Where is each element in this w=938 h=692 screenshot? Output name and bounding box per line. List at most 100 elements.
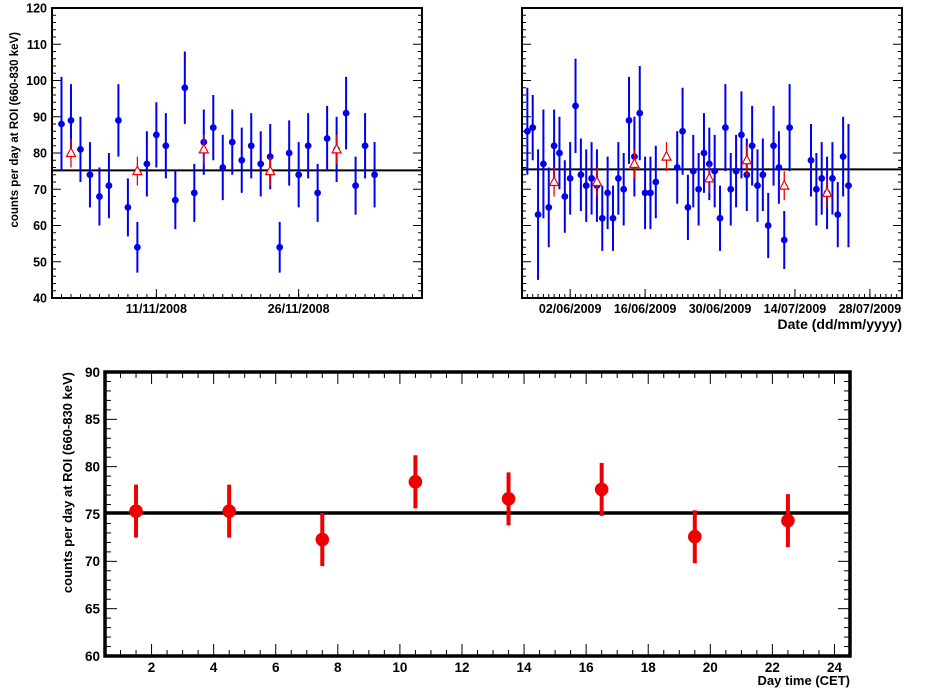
data-point bbox=[818, 174, 826, 182]
data-point bbox=[834, 211, 842, 219]
x-tick-label: 14 bbox=[517, 660, 533, 675]
y-tick-label: 80 bbox=[85, 460, 100, 475]
data-point bbox=[845, 182, 852, 190]
x-tick-label: 2 bbox=[148, 660, 156, 675]
data-point-triangle bbox=[821, 186, 833, 197]
data-point bbox=[786, 124, 794, 132]
data-point bbox=[143, 160, 151, 168]
data-point bbox=[807, 156, 815, 164]
data-point bbox=[647, 189, 654, 197]
data-point bbox=[780, 236, 788, 244]
x-tick-label: 6 bbox=[272, 660, 280, 675]
data-point bbox=[133, 243, 141, 251]
data-point bbox=[839, 153, 847, 161]
data-point bbox=[529, 124, 537, 132]
data-point bbox=[219, 164, 227, 171]
data-point bbox=[588, 174, 595, 182]
data-point bbox=[209, 124, 217, 132]
data-point bbox=[812, 185, 820, 193]
data-point bbox=[577, 171, 585, 179]
data-point bbox=[323, 135, 331, 142]
data-point bbox=[352, 182, 359, 190]
x-tick-label: 24 bbox=[827, 660, 843, 675]
data-point bbox=[257, 160, 265, 168]
y-tick-label: 75 bbox=[85, 507, 101, 522]
data-point-triangle bbox=[741, 153, 753, 165]
y-tick-label: 90 bbox=[33, 110, 47, 124]
data-point bbox=[829, 174, 836, 182]
data-point bbox=[673, 164, 681, 171]
plot-frame bbox=[51, 7, 423, 299]
y-axis-label: counts per day at ROI (660-830 keV) bbox=[9, 32, 21, 228]
data-point bbox=[545, 203, 553, 211]
y-tick-label: 60 bbox=[33, 219, 47, 233]
data-point bbox=[598, 214, 606, 222]
data-point bbox=[295, 171, 303, 179]
data-point bbox=[304, 142, 312, 150]
y-tick-label: 70 bbox=[85, 554, 100, 569]
data-point bbox=[171, 196, 179, 204]
data-point-triangle bbox=[591, 175, 603, 187]
y-tick-label: 110 bbox=[27, 38, 47, 52]
x-tick-label: 16 bbox=[579, 660, 595, 675]
data-point bbox=[124, 203, 132, 211]
data-point-triangle bbox=[198, 143, 210, 154]
data-point bbox=[361, 142, 369, 150]
x-tick-label: 8 bbox=[334, 660, 342, 675]
x-axis-label: Day time (CET) bbox=[758, 673, 850, 688]
data-point bbox=[181, 84, 189, 92]
data-point bbox=[679, 127, 686, 135]
x-tick-label: 30/06/2009 bbox=[689, 302, 752, 316]
plot-frame bbox=[521, 7, 903, 299]
data-point bbox=[238, 156, 246, 164]
data-point bbox=[561, 193, 569, 200]
x-tick-label: 18 bbox=[641, 660, 657, 675]
x-tick-label: 10 bbox=[392, 660, 407, 675]
data-point bbox=[748, 142, 756, 150]
y-tick-label: 60 bbox=[85, 649, 100, 664]
data-point bbox=[727, 185, 735, 193]
data-point bbox=[754, 182, 761, 190]
data-point-triangle bbox=[661, 150, 673, 161]
data-point bbox=[285, 149, 293, 157]
data-point bbox=[58, 120, 65, 128]
data-point-triangle bbox=[131, 164, 143, 176]
data-point bbox=[759, 171, 767, 179]
data-point-triangle bbox=[778, 179, 790, 190]
data-point bbox=[614, 174, 622, 182]
data-point bbox=[67, 116, 75, 124]
y-tick-label: 90 bbox=[85, 365, 100, 380]
y-tick-label: 85 bbox=[85, 412, 101, 427]
data-point bbox=[764, 222, 772, 229]
x-tick-label: 20 bbox=[703, 660, 718, 675]
data-point bbox=[689, 167, 697, 175]
data-point bbox=[501, 492, 516, 506]
data-point bbox=[721, 124, 729, 132]
x-tick-label: 14/07/2009 bbox=[764, 302, 827, 316]
data-point bbox=[700, 149, 708, 157]
data-point bbox=[738, 131, 745, 139]
data-point bbox=[115, 116, 122, 124]
data-point bbox=[732, 167, 740, 175]
data-point bbox=[534, 211, 542, 219]
data-point bbox=[314, 189, 322, 197]
data-point bbox=[342, 109, 350, 117]
data-point bbox=[129, 504, 143, 518]
x-tick-label: 4 bbox=[210, 660, 218, 675]
data-point bbox=[550, 142, 558, 150]
data-point bbox=[594, 482, 609, 497]
data-point bbox=[96, 193, 103, 200]
data-point bbox=[222, 504, 236, 518]
data-point bbox=[77, 145, 84, 153]
data-point bbox=[566, 174, 574, 182]
x-tick-label: 28/07/2009 bbox=[839, 302, 902, 316]
y-tick-label: 100 bbox=[26, 74, 47, 88]
x-tick-label: 22 bbox=[765, 660, 780, 675]
data-point bbox=[625, 116, 633, 124]
y-tick-label: 80 bbox=[33, 147, 47, 161]
data-point bbox=[636, 109, 644, 117]
data-point bbox=[716, 214, 724, 222]
data-point bbox=[684, 203, 692, 211]
data-point bbox=[247, 142, 255, 150]
x-tick-label: 02/06/2009 bbox=[539, 302, 602, 316]
